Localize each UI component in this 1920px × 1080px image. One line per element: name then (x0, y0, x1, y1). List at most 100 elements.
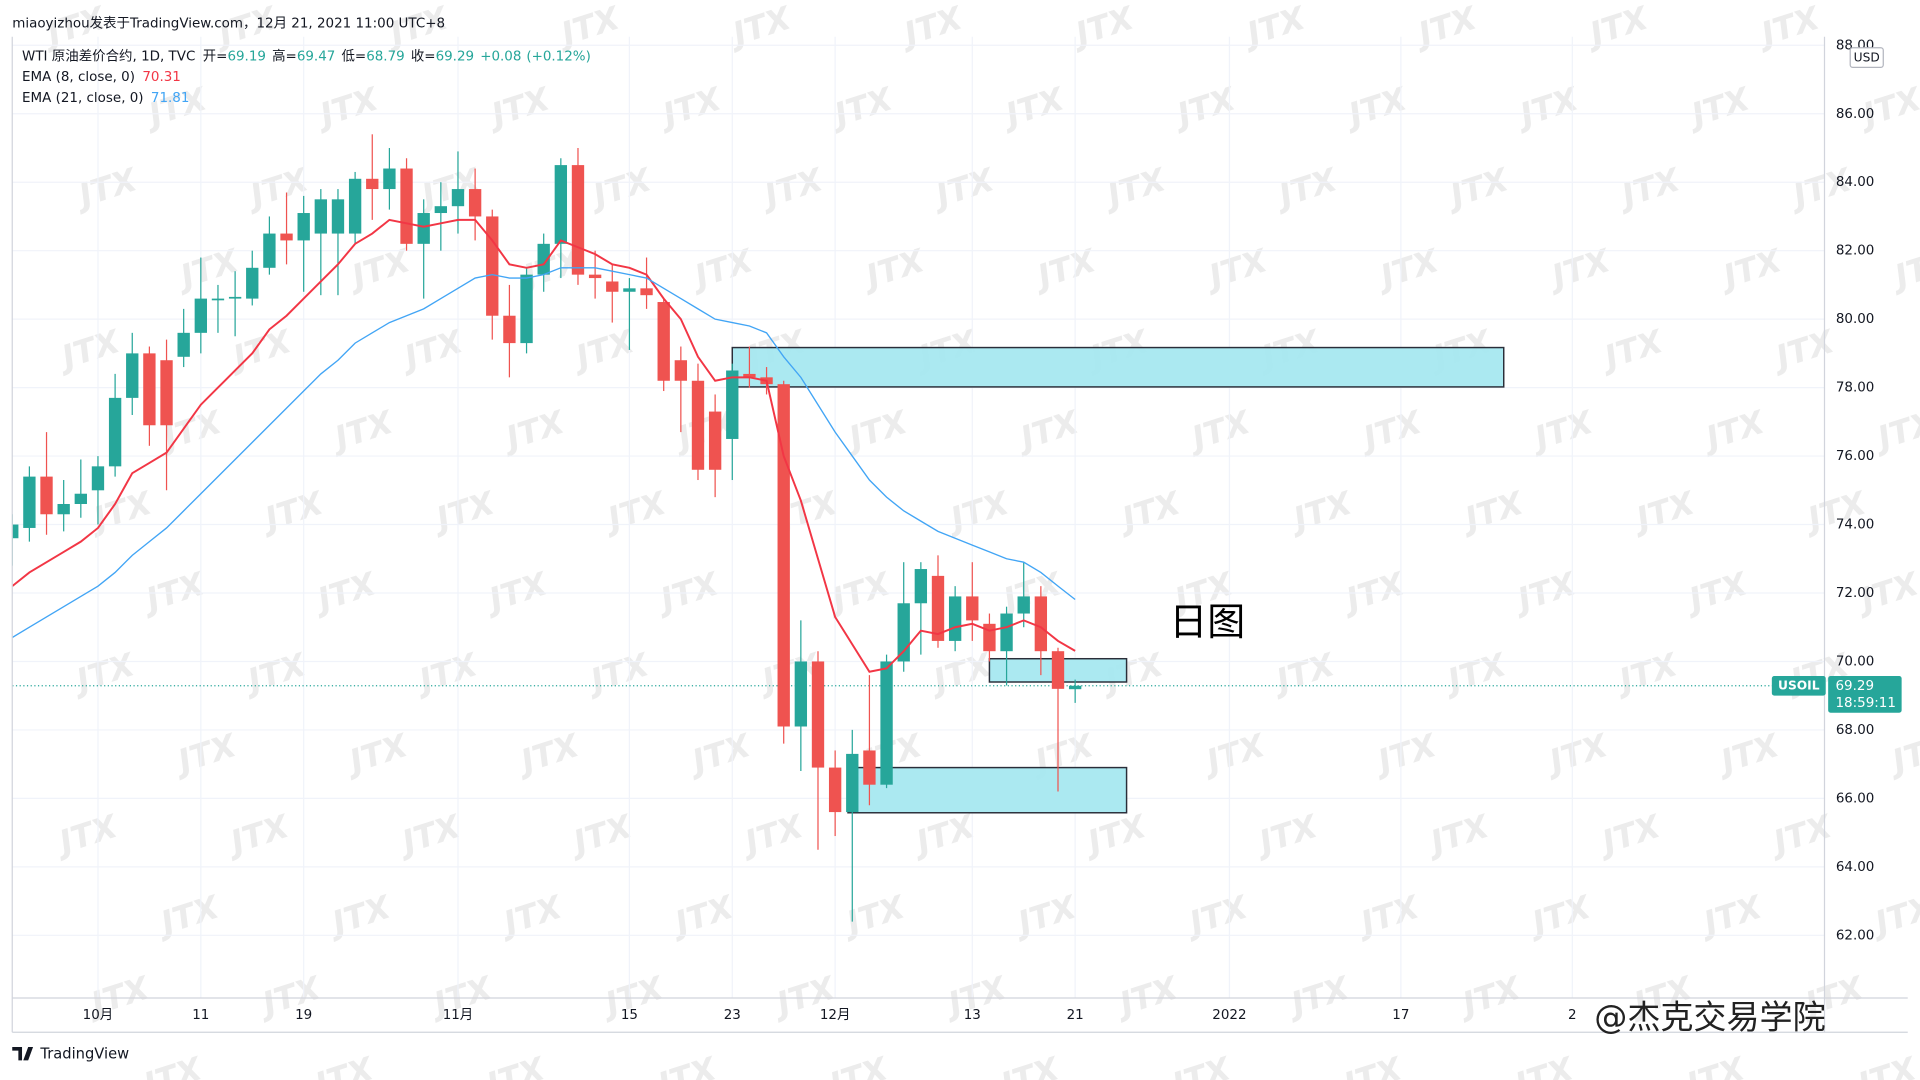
candle-body (640, 288, 653, 296)
watermark-brand: JTX (1408, 0, 1482, 55)
x-tick-label: 11 (192, 1008, 209, 1023)
watermark-brand: JTX (481, 79, 555, 135)
watermark-brand: JTX (409, 645, 483, 701)
watermark-brand: JTX (476, 1049, 550, 1080)
watermark-brand: JTX (240, 160, 314, 216)
candle-body (1034, 596, 1048, 652)
watermark-brand: JTX (1751, 0, 1825, 55)
legend-ohlc-value: 69.47 (297, 49, 336, 64)
watermark-brand: JTX (170, 241, 244, 297)
candle-body (588, 274, 602, 279)
watermark-brand: JTX (1882, 726, 1920, 782)
watermark-brand: JTX (168, 726, 242, 782)
watermark-brand: JTX (1336, 564, 1410, 620)
candle-body (503, 315, 516, 344)
watermark-brand: JTX (1162, 1049, 1236, 1080)
watermark-brand: JTX (49, 807, 123, 863)
candle-body (108, 397, 122, 467)
candle-body (1068, 685, 1082, 690)
legend-ema8: EMA (8, close, 0) 70.31 (22, 70, 181, 85)
watermark-brand: JTX (1525, 402, 1599, 458)
y-tick-label: 80.00 (1836, 312, 1875, 327)
watermark-brand: JTX (252, 968, 326, 1024)
y-tick-label: 76.00 (1836, 449, 1875, 464)
candle-body (897, 603, 910, 662)
price-tag-countdown: 18:59:11 (1836, 696, 1896, 711)
watermark-brand: JTX (1065, 0, 1139, 55)
watermark-brand: JTX (1679, 564, 1753, 620)
watermark-brand: JTX (255, 483, 329, 539)
watermark-brand: JTX (722, 0, 796, 55)
y-tick-label: 82.00 (1836, 244, 1875, 259)
candle-body (554, 165, 568, 244)
watermark-brand: JTX (1266, 645, 1340, 701)
y-tick-label: 70.00 (1836, 654, 1875, 669)
watermark-brand: JTX (1196, 726, 1270, 782)
watermark-brand: JTX (1594, 322, 1668, 378)
legend-ema21: EMA (21, close, 0) 71.81 (22, 91, 189, 106)
candle-body (263, 233, 276, 268)
watermark-brand: JTX (926, 160, 1000, 216)
plot-area (12, 134, 1825, 922)
legend-series-name: EMA (8, close, 0) (22, 70, 135, 85)
watermark-brand: JTX (1269, 160, 1343, 216)
watermark-brand: JTX (923, 645, 997, 701)
watermark-brand: JTX (1199, 241, 1273, 297)
x-tick-label: 23 (724, 1008, 741, 1023)
watermark-brand: JTX (1713, 241, 1787, 297)
symbol-tag (1771, 675, 1826, 696)
x-tick-label: 12月 (820, 1008, 851, 1023)
watermark-brand: JTX (583, 160, 657, 216)
watermark-brand: JTX (839, 402, 913, 458)
watermark-brand: JTX (735, 807, 809, 863)
watermark-brand: JTX (551, 0, 625, 55)
candle-body (623, 288, 636, 292)
y-tick-label: 84.00 (1836, 175, 1875, 190)
watermark-brand: JTX (906, 807, 980, 863)
symbol-tag-text: USOIL (1778, 678, 1820, 692)
candle-body (1017, 596, 1030, 614)
candle-body (691, 380, 705, 470)
watermark-brand: JTX (566, 322, 640, 378)
watermark-brand: JTX (1611, 160, 1685, 216)
watermark-brand: JTX (342, 241, 416, 297)
candle-body (331, 199, 345, 234)
logo-text: TradingView (39, 1045, 129, 1062)
watermark-brand: JTX (996, 79, 1070, 135)
watermark-brand: JTX (394, 322, 468, 378)
watermark-brand: JTX (307, 564, 381, 620)
candle-body (246, 267, 259, 299)
watermark-brand: JTX (1334, 1049, 1408, 1080)
watermark-brand: JTX (1237, 0, 1311, 55)
watermark-brand: JTX (1420, 807, 1494, 863)
candle-body (434, 206, 448, 214)
watermark-brand: JTX (1249, 807, 1323, 863)
y-tick-label: 62.00 (1836, 928, 1875, 943)
watermark-brand: JTX (238, 645, 312, 701)
watermark-brand: JTX (1370, 241, 1444, 297)
watermark-credit: @杰克交易学院 (1594, 997, 1825, 1036)
watermark-brand: JTX (648, 1049, 722, 1080)
watermark-brand: JTX (1027, 241, 1101, 297)
watermark-brand: JTX (1696, 402, 1770, 458)
candle-body (91, 466, 105, 491)
candle-body (777, 384, 790, 727)
watermark-brand: JTX (1452, 968, 1526, 1024)
watermark-brand: JTX (653, 79, 727, 135)
candle-body (674, 360, 688, 381)
candle-body (383, 168, 396, 190)
watermark-brand: JTX (1182, 402, 1256, 458)
watermark-brand: JTX (1281, 968, 1355, 1024)
candle-body (743, 373, 756, 378)
x-tick-label: 19 (295, 1008, 312, 1023)
watermark-brand: JTX (856, 241, 930, 297)
watermark-brand: JTX (1885, 241, 1920, 297)
price-tag (1828, 675, 1902, 713)
watermark-brand: JTX (1592, 807, 1666, 863)
y-tick-label: 68.00 (1836, 723, 1875, 738)
zone (731, 346, 1505, 388)
watermark-brand: JTX (1676, 1049, 1750, 1080)
watermark-brand: JTX (1505, 1049, 1579, 1080)
watermark-brand: JTX (819, 1049, 893, 1080)
